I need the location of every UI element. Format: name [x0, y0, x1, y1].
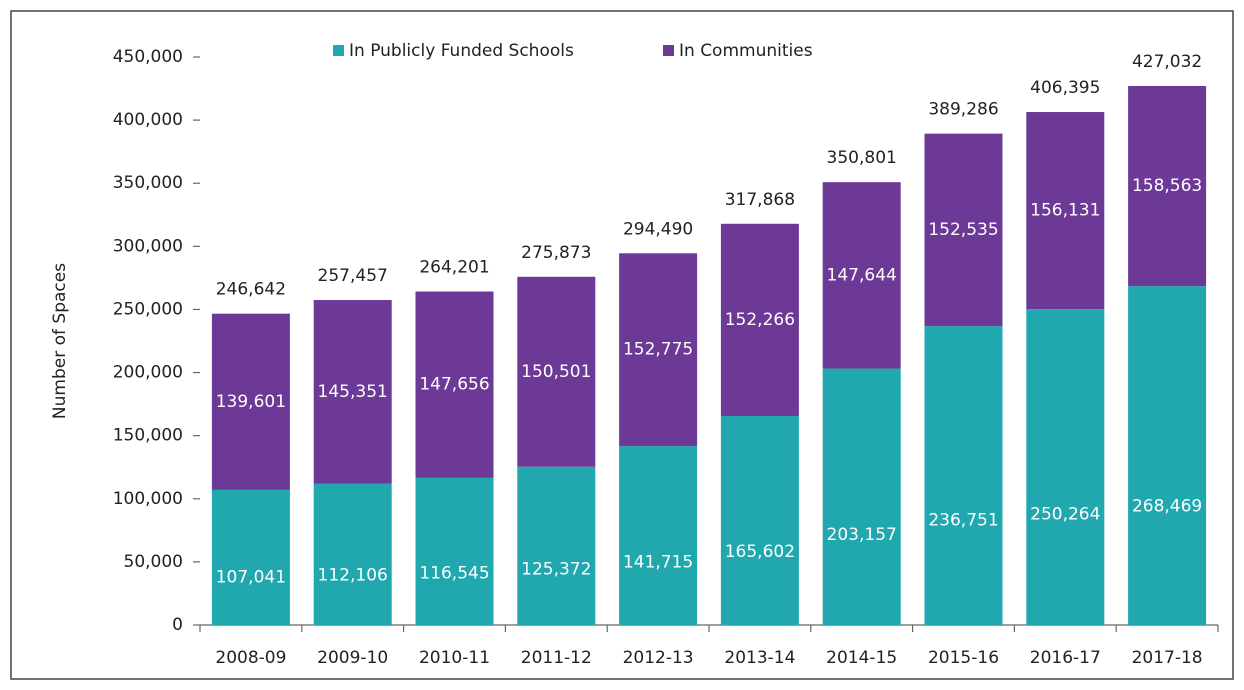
bar-segment	[1026, 112, 1105, 310]
bar-segment	[924, 326, 1003, 625]
data-label: 236,751	[928, 510, 998, 530]
data-label: 156,131	[1030, 201, 1100, 221]
bar-segment	[211, 313, 290, 490]
y-tick-label: 200,000	[113, 363, 183, 383]
data-label: 152,266	[725, 310, 795, 330]
x-tick-label: 2009-10	[317, 648, 388, 668]
bar-segment	[1128, 85, 1207, 287]
total-label: 294,490	[623, 219, 693, 239]
bar-segment	[415, 291, 494, 478]
total-label: 257,457	[318, 266, 388, 286]
y-tick-label: 250,000	[113, 299, 183, 319]
y-tick-label: 150,000	[113, 426, 183, 446]
bar-segment	[822, 182, 901, 369]
bar-segment	[313, 300, 392, 484]
x-tick-label: 2010-11	[419, 648, 490, 668]
y-tick-label: 350,000	[113, 173, 183, 193]
data-label: 107,041	[216, 568, 286, 588]
x-tick-label: 2014-15	[826, 648, 897, 668]
legend-swatch	[663, 45, 674, 56]
data-label: 147,644	[827, 265, 897, 285]
y-tick-label: 50,000	[124, 552, 183, 572]
data-label: 165,602	[725, 542, 795, 562]
bar-segment	[415, 477, 494, 625]
data-label: 152,775	[623, 340, 693, 360]
bar-segment	[313, 483, 392, 625]
x-tick-label: 2008-09	[215, 648, 286, 668]
bar-segment	[822, 368, 901, 625]
total-label: 246,642	[216, 280, 286, 300]
legend-label: In Communities	[679, 41, 813, 61]
total-label: 275,873	[521, 243, 591, 263]
data-label: 158,563	[1132, 176, 1202, 196]
y-tick-label: 300,000	[113, 236, 183, 256]
data-label: 203,157	[827, 525, 897, 545]
bar-segment	[619, 253, 698, 447]
data-label: 112,106	[318, 565, 388, 585]
legend-label: In Publicly Funded Schools	[349, 41, 574, 61]
data-label: 250,264	[1030, 504, 1100, 524]
x-tick-label: 2015-16	[928, 648, 999, 668]
y-tick-label: 400,000	[113, 110, 183, 130]
x-tick-label: 2013-14	[724, 648, 795, 668]
data-label: 268,469	[1132, 496, 1202, 516]
x-tick-label: 2011-12	[521, 648, 592, 668]
data-label: 150,501	[521, 362, 591, 382]
data-label: 145,351	[318, 382, 388, 402]
bar-segment	[720, 223, 799, 416]
data-label: 141,715	[623, 552, 693, 572]
total-label: 350,801	[827, 148, 897, 168]
legend-swatch	[333, 45, 344, 56]
bar-segment	[720, 415, 799, 625]
data-label: 125,372	[521, 560, 591, 580]
bar-segment	[1128, 286, 1207, 625]
total-label: 389,286	[928, 100, 998, 120]
bar-segment	[517, 276, 596, 467]
y-axis-label: Number of Spaces	[50, 263, 70, 419]
data-label: 152,535	[928, 220, 998, 240]
x-tick-label: 2012-13	[623, 648, 694, 668]
bar-segment	[619, 446, 698, 625]
total-label: 317,868	[725, 190, 795, 210]
data-label: 147,656	[419, 375, 489, 395]
total-label: 264,201	[419, 258, 489, 278]
y-tick-label: 0	[172, 615, 183, 635]
bar-segment	[1026, 309, 1105, 625]
y-tick-label: 450,000	[113, 47, 183, 67]
bar-segment	[924, 133, 1003, 327]
bar-segment	[211, 489, 290, 625]
x-tick-label: 2017-18	[1132, 648, 1203, 668]
total-label: 427,032	[1132, 52, 1202, 72]
x-tick-label: 2016-17	[1030, 648, 1101, 668]
data-label: 139,601	[216, 392, 286, 412]
y-tick-label: 100,000	[113, 489, 183, 509]
bar-segment	[517, 466, 596, 625]
total-label: 406,395	[1030, 78, 1100, 98]
data-label: 116,545	[419, 564, 489, 584]
